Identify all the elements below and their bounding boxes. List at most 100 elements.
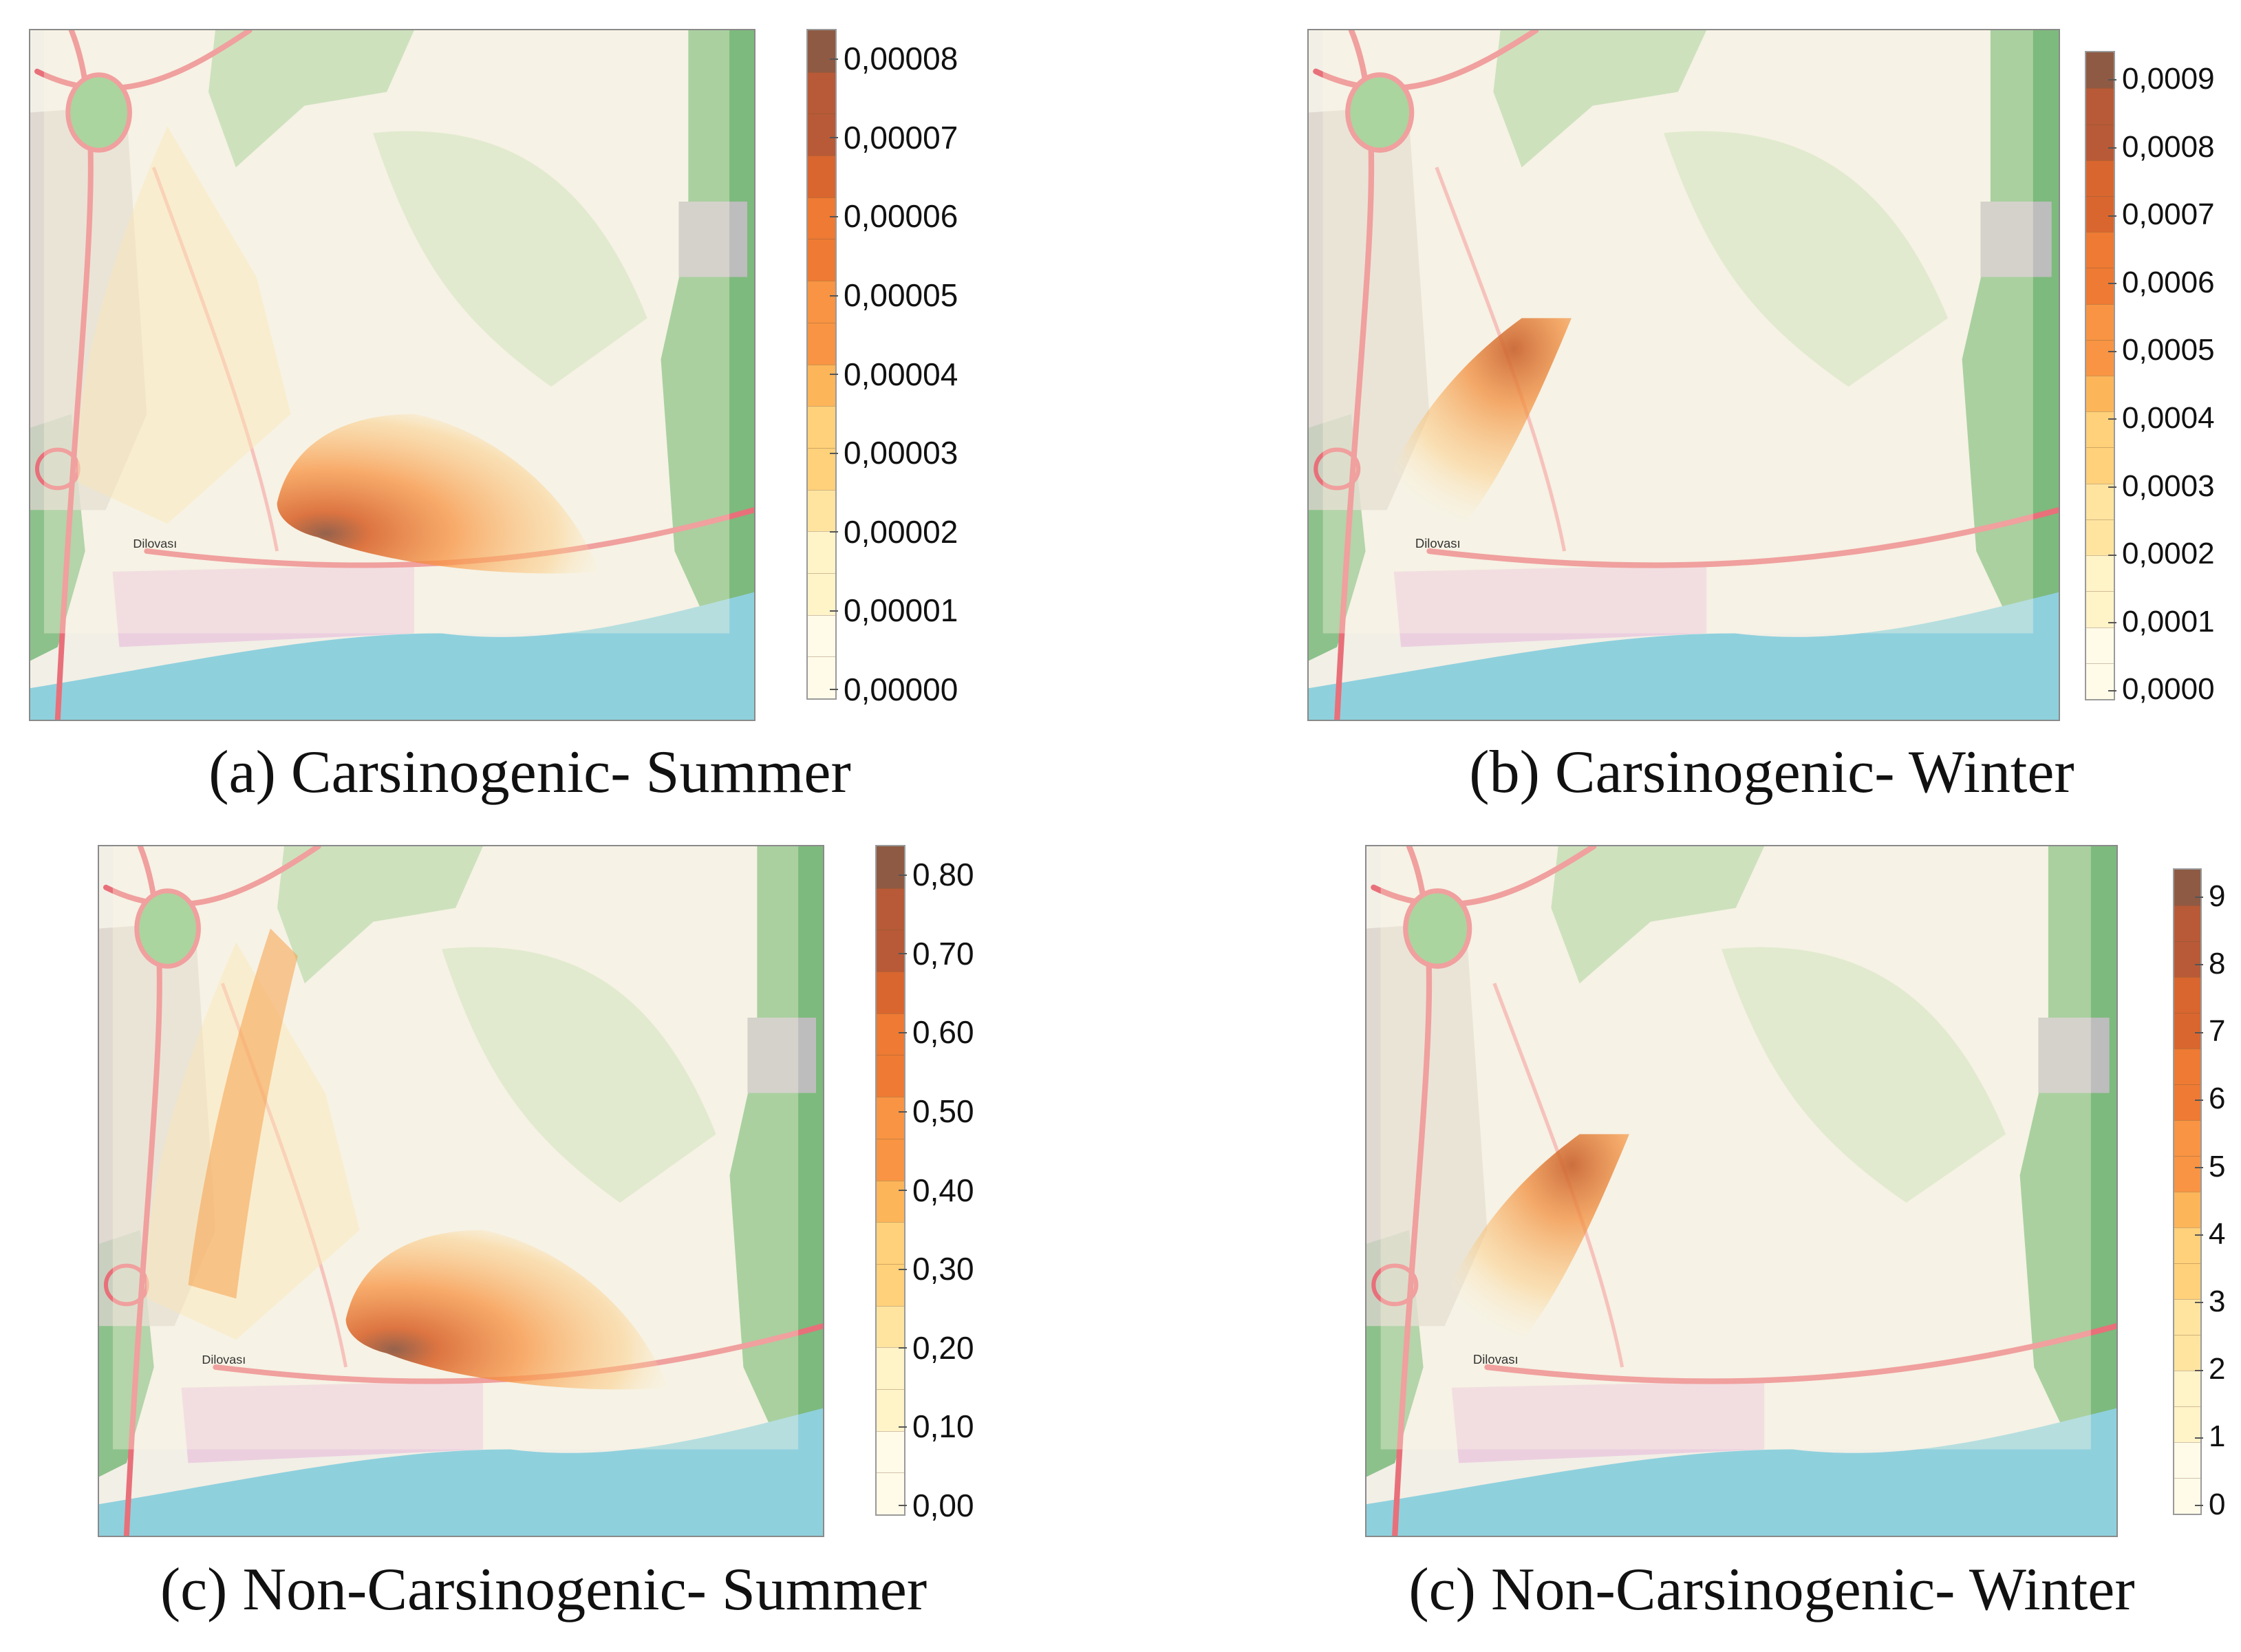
legend-tick-mark (899, 1426, 907, 1428)
legend-segment (877, 1222, 904, 1264)
legend-segment (808, 114, 835, 156)
legend-tick-mark (899, 1111, 907, 1113)
sea (99, 1408, 823, 1536)
legend-tick-mark (830, 452, 838, 454)
legend-segment (2174, 870, 2200, 905)
map-b-svg: Dilovası (1309, 30, 2059, 720)
legend-tick-mark (2108, 689, 2116, 691)
legend-segment (808, 281, 835, 323)
legend-a: 0,00008 0,00007 0,00006 0,00005 0,00004 0,000… (806, 29, 999, 707)
pollutant-plume (1380, 318, 1572, 524)
legend-tick-mark (899, 1505, 907, 1507)
legend-tick-mark (899, 1268, 907, 1270)
pollutant-plume (1437, 1134, 1629, 1340)
urban-area (1366, 921, 1488, 1327)
legend-tick-label: 0,30 (912, 1251, 974, 1287)
legend-segment (808, 239, 835, 281)
legend-tick-mark (899, 1190, 907, 1192)
legend-colorbar (875, 845, 905, 1516)
legend-tick-mark (2195, 1369, 2203, 1371)
legend-segment (2174, 905, 2200, 941)
legend-tick-label: 4 (2209, 1216, 2226, 1251)
plume-secondary (188, 928, 298, 1299)
legend-segment (2174, 1478, 2200, 1514)
legend-tick-label: 9 (2209, 879, 2226, 913)
legend-tick-mark (2195, 1302, 2203, 1304)
legend-segment (877, 930, 904, 972)
legend-segment (2086, 376, 2114, 412)
legend-segment (808, 656, 835, 698)
legend-segment (2086, 232, 2114, 268)
legend-segment (2174, 1049, 2200, 1084)
legend-tick-mark (830, 216, 838, 217)
urban-area (99, 921, 216, 1327)
caption-a: (a) Carsinogenic- Summer (208, 739, 851, 806)
legend-tick-label: 0,00001 (844, 592, 958, 629)
legend-d: 9 8 7 6 5 4 3 2 1 0 (2173, 868, 2238, 1521)
highway (144, 507, 754, 568)
interchange (65, 72, 132, 153)
legend-segment (2174, 1156, 2200, 1192)
interchange (134, 888, 201, 969)
legend-tick-label: 0,00007 (844, 119, 958, 155)
caption-c: (c) Non-Carsinogenic- Summer (160, 1556, 928, 1623)
legend-tick-label: 0,0001 (2122, 604, 2215, 639)
legend-segment (877, 1430, 904, 1473)
urban-area (30, 105, 147, 511)
sea (1309, 592, 2059, 720)
legend-tick-label: 0,00 (912, 1487, 974, 1523)
legend-segment (808, 364, 835, 407)
legend-colorbar (2173, 868, 2202, 1515)
legend-tick-mark (2108, 350, 2116, 352)
legend-tick-mark (2108, 79, 2116, 81)
legend-tick-label: 0,50 (912, 1093, 974, 1129)
legend-segment (877, 1472, 904, 1514)
sea (1366, 1408, 2116, 1536)
legend-segment (2086, 52, 2114, 89)
legend-tick-mark (2108, 418, 2116, 420)
legend-segment (2086, 555, 2114, 592)
legend-segment (2086, 303, 2114, 340)
legend-tick-label: 0,70 (912, 935, 974, 972)
legend-segment (808, 572, 835, 615)
legend-tick-label: 5 (2209, 1149, 2226, 1183)
legend-segment (2174, 1335, 2200, 1371)
legend-segment (2086, 627, 2114, 663)
legend-tick-mark (2108, 147, 2116, 149)
legend-segment (2174, 1227, 2200, 1263)
legend-segment (877, 1055, 904, 1097)
legend-tick-mark (2195, 964, 2203, 966)
industrial-block (678, 202, 748, 277)
legend-tick-label: 0,20 (912, 1329, 974, 1366)
legend-segment (2174, 1299, 2200, 1335)
legend-segment (2174, 1120, 2200, 1156)
town-label: Dilovası (133, 537, 177, 550)
legend-segment (2086, 447, 2114, 484)
legend-tick-label: 7 (2209, 1014, 2226, 1049)
legend-tick-label: 0,00006 (844, 198, 958, 235)
legend-segment (2086, 160, 2114, 196)
legend-segment (808, 30, 835, 72)
map-c-svg: Dilovası (99, 846, 823, 1536)
legend-c: 0,80 0,70 0,60 0,50 0,40 0,30 0,20 0,10 0,00 (875, 845, 1033, 1523)
legend-b: 0,0009 0,0008 0,0007 0,0006 0,0005 0,0004 0,00… (2085, 51, 2236, 706)
interchange (103, 1263, 149, 1307)
industrial-area (112, 564, 414, 647)
legend-segment (808, 72, 835, 114)
interchange (1403, 888, 1472, 969)
legend-segment (2086, 124, 2114, 160)
legend-segment (2086, 268, 2114, 304)
legend-tick-label: 0,10 (912, 1408, 974, 1445)
legend-colorbar (806, 29, 837, 700)
legend-segment (808, 447, 835, 490)
industrial-block (2038, 1018, 2110, 1093)
plume-secondary (77, 126, 291, 524)
legend-tick-mark (899, 1347, 907, 1349)
model-domain-overlay (1380, 846, 2091, 1450)
legend-colorbar (2085, 51, 2115, 700)
legend-segment (2174, 1192, 2200, 1227)
legend-tick-mark (830, 137, 838, 139)
highway (1371, 846, 1597, 908)
legend-segment (2086, 411, 2114, 448)
industrial-area (1393, 564, 1707, 647)
